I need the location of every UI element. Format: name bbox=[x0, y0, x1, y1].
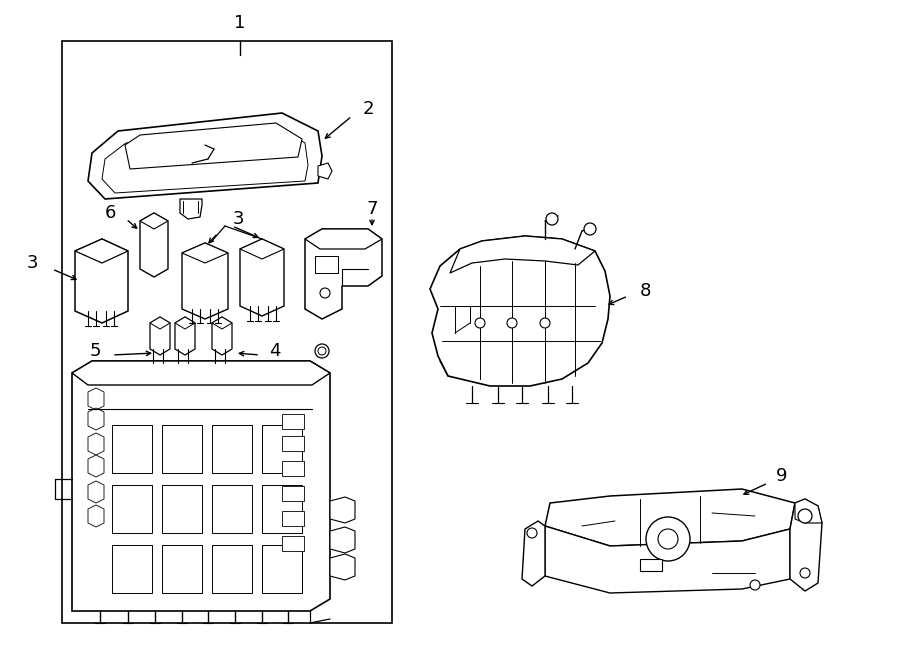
Polygon shape bbox=[545, 526, 790, 593]
Polygon shape bbox=[88, 388, 104, 410]
Circle shape bbox=[646, 517, 690, 561]
Circle shape bbox=[658, 529, 678, 549]
Text: 7: 7 bbox=[366, 200, 378, 218]
Text: 2: 2 bbox=[362, 100, 374, 118]
Polygon shape bbox=[545, 489, 795, 546]
Polygon shape bbox=[175, 317, 195, 329]
Text: 5: 5 bbox=[89, 342, 101, 360]
Polygon shape bbox=[318, 163, 332, 179]
Circle shape bbox=[320, 288, 330, 298]
Circle shape bbox=[800, 568, 810, 578]
Bar bbox=[212, 545, 252, 593]
Polygon shape bbox=[88, 455, 104, 477]
Polygon shape bbox=[212, 317, 232, 329]
Circle shape bbox=[527, 528, 537, 538]
Bar bbox=[282, 436, 304, 451]
Polygon shape bbox=[140, 213, 168, 229]
Polygon shape bbox=[522, 521, 545, 586]
Bar bbox=[112, 485, 152, 533]
Circle shape bbox=[750, 580, 760, 590]
Polygon shape bbox=[102, 127, 308, 193]
Circle shape bbox=[318, 347, 326, 355]
Polygon shape bbox=[88, 505, 104, 527]
Polygon shape bbox=[305, 229, 382, 249]
Polygon shape bbox=[88, 113, 322, 199]
Text: 1: 1 bbox=[234, 14, 246, 32]
Bar bbox=[212, 425, 252, 473]
Circle shape bbox=[584, 223, 596, 235]
Polygon shape bbox=[330, 554, 355, 580]
Polygon shape bbox=[88, 408, 104, 430]
Polygon shape bbox=[450, 236, 595, 273]
Polygon shape bbox=[72, 361, 330, 385]
Circle shape bbox=[798, 509, 812, 523]
Circle shape bbox=[475, 318, 485, 328]
Text: 6: 6 bbox=[104, 204, 116, 222]
Polygon shape bbox=[790, 499, 822, 591]
Bar bbox=[262, 545, 302, 593]
Bar bbox=[282, 461, 304, 476]
Polygon shape bbox=[305, 229, 382, 319]
Polygon shape bbox=[212, 317, 232, 355]
Circle shape bbox=[507, 318, 517, 328]
Bar bbox=[262, 425, 302, 473]
Polygon shape bbox=[175, 317, 195, 355]
Polygon shape bbox=[430, 236, 610, 386]
Polygon shape bbox=[795, 499, 822, 523]
Bar bbox=[112, 425, 152, 473]
Polygon shape bbox=[150, 317, 170, 329]
Bar bbox=[62, 41, 392, 623]
Circle shape bbox=[315, 344, 329, 358]
Polygon shape bbox=[72, 361, 330, 611]
Bar bbox=[282, 414, 304, 429]
Polygon shape bbox=[75, 239, 128, 323]
Bar bbox=[162, 545, 202, 593]
Polygon shape bbox=[140, 213, 168, 277]
Text: 3: 3 bbox=[232, 210, 244, 228]
Bar bbox=[112, 545, 152, 593]
Bar bbox=[212, 485, 252, 533]
Polygon shape bbox=[88, 433, 104, 455]
Bar bbox=[640, 559, 662, 571]
Text: 3: 3 bbox=[26, 254, 38, 272]
Polygon shape bbox=[150, 317, 170, 355]
Bar bbox=[162, 425, 202, 473]
Text: 8: 8 bbox=[639, 282, 651, 300]
Circle shape bbox=[540, 318, 550, 328]
Polygon shape bbox=[182, 243, 228, 319]
Polygon shape bbox=[88, 481, 104, 503]
Text: 9: 9 bbox=[776, 467, 788, 485]
Polygon shape bbox=[240, 239, 284, 316]
Bar bbox=[282, 536, 304, 551]
Polygon shape bbox=[180, 199, 202, 219]
Bar bbox=[282, 486, 304, 501]
Polygon shape bbox=[75, 239, 128, 263]
Text: 4: 4 bbox=[269, 342, 281, 360]
Polygon shape bbox=[125, 123, 302, 169]
Circle shape bbox=[546, 213, 558, 225]
Polygon shape bbox=[240, 239, 284, 259]
Polygon shape bbox=[330, 497, 355, 523]
Bar bbox=[162, 485, 202, 533]
Bar bbox=[262, 485, 302, 533]
Polygon shape bbox=[330, 527, 355, 553]
Polygon shape bbox=[182, 243, 228, 263]
Bar bbox=[282, 511, 304, 526]
